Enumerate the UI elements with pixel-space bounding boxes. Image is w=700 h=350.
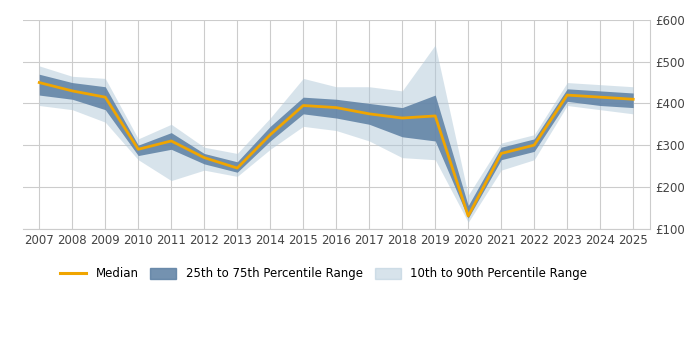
Median xyxy=(464,214,473,218)
Median xyxy=(35,80,43,85)
Median xyxy=(167,139,176,143)
Line: Median: Median xyxy=(39,83,634,216)
Median xyxy=(563,93,571,97)
Median xyxy=(596,95,604,99)
Median xyxy=(530,143,538,147)
Median xyxy=(134,147,142,152)
Median xyxy=(299,103,307,107)
Median xyxy=(101,95,109,99)
Median xyxy=(398,116,407,120)
Median xyxy=(365,112,373,116)
Median xyxy=(68,89,76,93)
Median xyxy=(332,105,340,110)
Median xyxy=(266,133,274,137)
Median xyxy=(233,166,242,170)
Median xyxy=(629,97,638,102)
Legend: Median, 25th to 75th Percentile Range, 10th to 90th Percentile Range: Median, 25th to 75th Percentile Range, 1… xyxy=(55,263,592,285)
Median xyxy=(497,151,505,155)
Median xyxy=(200,155,209,160)
Median xyxy=(431,114,440,118)
